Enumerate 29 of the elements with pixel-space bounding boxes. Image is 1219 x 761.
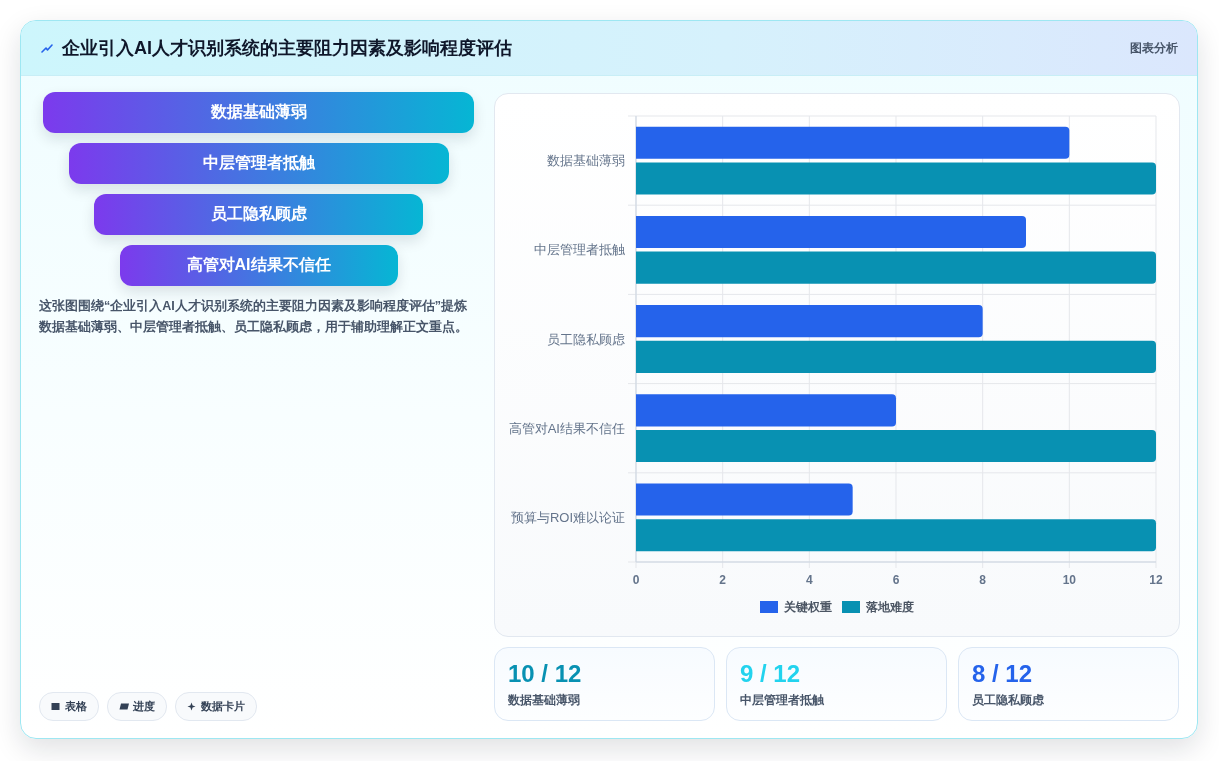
x-tick-label: 12 <box>1149 573 1163 587</box>
text: 表格 <box>65 699 87 714</box>
text: 进度 <box>133 699 155 714</box>
x-tick-label: 8 <box>979 573 987 587</box>
category-label: 员工隐私顾虑 <box>972 692 1044 708</box>
text: 图表分析 <box>1130 39 1178 57</box>
legend-label: 关键权重 <box>783 600 832 614</box>
x-tick-label: 6 <box>892 573 900 587</box>
text: 企业引入AI人才识别系统的主要阻力因素及影响程度评估 <box>62 37 512 60</box>
text: 9 / 12 <box>740 660 801 687</box>
y-tick-label: 预算与ROI难以论证 <box>510 509 625 525</box>
x-tick-label: 2 <box>719 573 727 587</box>
y-tick-label: 数据基础薄弱 <box>547 153 625 169</box>
text: 8 / 12 <box>972 660 1033 687</box>
text: 数据卡片 <box>201 699 245 714</box>
y-tick-label: 员工隐私顾虑 <box>547 331 625 347</box>
text: 10 / 12 <box>508 660 582 687</box>
x-tick-label: 0 <box>632 573 640 587</box>
category-label: 员工隐私顾虑 <box>94 194 423 235</box>
x-tick-label: 4 <box>805 573 813 587</box>
category-label: 中层管理者抵触 <box>68 143 449 184</box>
legend-label: 落地难度 <box>865 600 914 614</box>
category-label: 中层管理者抵触 <box>740 692 824 708</box>
x-tick-label: 10 <box>1062 573 1077 587</box>
y-tick-label: 高管对AI结果不信任 <box>508 420 625 436</box>
category-label: 高管对AI结果不信任 <box>119 245 398 286</box>
category-label: 数据基础薄弱 <box>43 92 474 133</box>
y-tick-label: 中层管理者抵触 <box>534 242 625 258</box>
text: 这张图围绕“企业引入AI人才识别系统的主要阻力因素及影响程度评估”提炼数据基础薄弱、中层管理者抵触、员工隐私顾虑，用于辅助理解正文重点。 <box>39 297 469 336</box>
